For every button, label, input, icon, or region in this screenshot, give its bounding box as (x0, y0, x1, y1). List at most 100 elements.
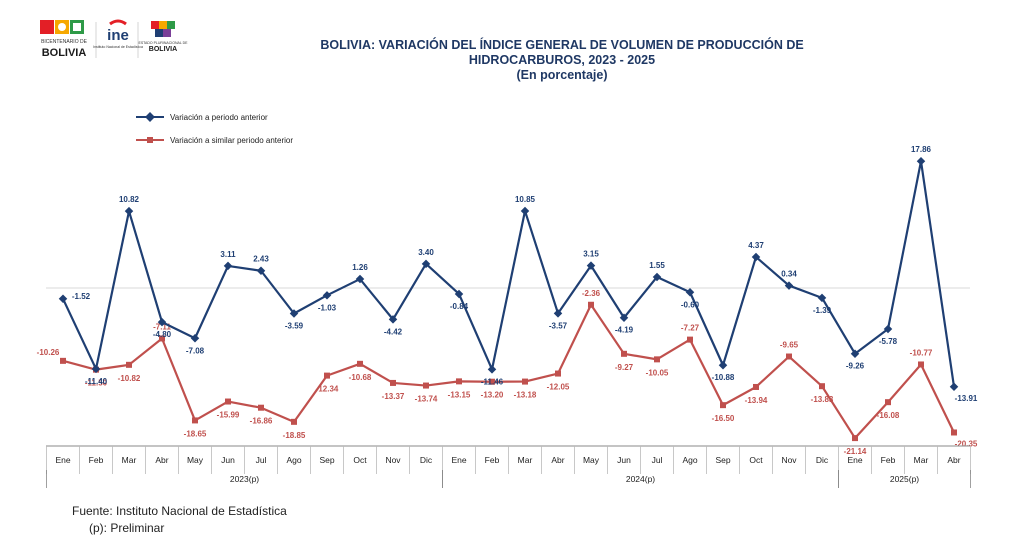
series-1-data-label: 0.34 (781, 270, 797, 279)
x-tick-label: Nov (781, 455, 797, 465)
series-2-point (324, 372, 330, 379)
legend-diamond-icon (145, 112, 155, 122)
series-similar-periodo: -10.26 -11.50 -10.82 -7.11 -18.65 -15.99 -16.8… (37, 289, 978, 456)
series-2-data-label: -2.36 (582, 289, 601, 298)
x-tick-label: Abr (155, 455, 168, 465)
series-1-point (685, 288, 695, 297)
x-tick-label: Ene (55, 455, 70, 465)
series-1-data-label: 4.37 (748, 241, 764, 250)
x-tick-label: Feb (881, 455, 896, 465)
x-tick-label: Feb (485, 455, 500, 465)
series-1-point (223, 261, 233, 271)
x-tick-label: Jun (617, 455, 631, 465)
series-1-point (454, 289, 464, 299)
series-2-point (588, 301, 594, 308)
estado-bolivia-wordmark: BOLIVIA (149, 46, 177, 53)
series-1-data-label: -0.60 (681, 300, 700, 309)
x-tick-label: May (187, 455, 204, 465)
series-1-data-label: -9.26 (846, 362, 865, 371)
x-tick-label: Abr (947, 455, 960, 465)
x-tick-label: Ago (682, 455, 697, 465)
series-1-data-label: -4.80 (153, 330, 172, 339)
series-2-point (225, 398, 231, 405)
bolivia-wordmark: BOLIVIA (42, 47, 87, 59)
legend-label-series-1: Variación a periodo anterior (170, 113, 268, 122)
year-group-label: 2024(p) (626, 474, 655, 484)
legend-square-icon (147, 137, 153, 143)
series-1-data-label: -4.42 (384, 327, 403, 336)
series-2-point (159, 335, 165, 342)
series-2-point (753, 383, 759, 390)
series-1-point (883, 324, 893, 334)
series-2-data-label: -13.20 (481, 391, 504, 400)
x-tick-label: Sep (715, 455, 730, 465)
series-2-data-label: -21.14 (844, 447, 867, 456)
series-2-data-label: -10.77 (910, 348, 933, 357)
year-group-label: 2025(p) (890, 474, 919, 484)
series-1-data-label: -7.08 (186, 346, 205, 355)
x-tick-label: Jul (652, 455, 663, 465)
x-tick-label: Sep (319, 455, 334, 465)
series-2-point (621, 350, 627, 357)
series-2-point (291, 418, 297, 425)
chart-title-line-1: BOLIVIA: VARIACIÓN DEL ÍNDICE GENERAL DE… (320, 38, 804, 52)
ine-caption: Instituto Nacional de Estadística (93, 45, 143, 49)
series-2-point (126, 361, 132, 368)
series-1-point (949, 382, 959, 392)
series-1-data-label: -11.46 (481, 377, 504, 386)
series-2-point (357, 360, 363, 367)
x-tick-label: Mar (914, 455, 929, 465)
series-2-data-label: -20.35 (955, 439, 978, 448)
x-tick-label: May (583, 455, 600, 465)
legend-item-series-2: Variación a similar periodo anterior (136, 136, 293, 145)
estado-caption: ESTADO PLURINACIONAL DE (138, 41, 188, 45)
logos-group: BICENTENARIO DE BOLIVIA ine Instituto Na… (40, 19, 188, 59)
series-2-data-label: -9.65 (780, 341, 799, 350)
series-1-point (322, 291, 332, 300)
series-2-point (885, 399, 891, 406)
series-1-data-label: -4.19 (615, 326, 634, 335)
legend-item-series-1: Variación a periodo anterior (136, 112, 268, 122)
series-1-data-label: 10.85 (515, 195, 536, 204)
ine-wordmark: ine (107, 27, 129, 44)
series-2-point (390, 379, 396, 386)
x-tick-label: Oct (353, 455, 367, 465)
series-2-point (192, 417, 198, 424)
series-1-data-label: -0.84 (450, 302, 469, 311)
series-2-data-label: -13.15 (448, 390, 471, 399)
series-2-data-label: -13.94 (745, 396, 768, 405)
series-2-data-label: -12.34 (316, 385, 339, 394)
series-2-data-label: -13.18 (514, 391, 537, 400)
series-2-point (720, 402, 726, 409)
series-2-data-label: -12.05 (547, 383, 570, 392)
series-2-point (786, 353, 792, 360)
bicentenario-caption: BICENTENARIO DE (41, 39, 88, 45)
series-1-point (256, 266, 266, 275)
source-note: Fuente: Instituto Nacional de Estadístic… (72, 503, 287, 537)
x-tick-label: Oct (749, 455, 763, 465)
series-2-data-label: -13.74 (415, 395, 438, 404)
series-1-point (91, 364, 101, 374)
ine-logo: ine Instituto Nacional de Estadística (93, 19, 143, 49)
x-tick-label: Abr (551, 455, 564, 465)
series-2-point (522, 378, 528, 385)
series-1-point (784, 281, 794, 290)
x-tick-label: Dic (816, 455, 829, 465)
chart-title-block: BOLIVIA: VARIACIÓN DEL ÍNDICE GENERAL DE… (300, 38, 824, 83)
series-2-point (60, 357, 66, 364)
series-1-data-label: 3.15 (583, 250, 599, 259)
source-line: Fuente: Instituto Nacional de Estadístic… (72, 504, 287, 518)
series-2-data-label: -10.82 (118, 374, 141, 383)
series-1-point (850, 349, 860, 358)
chart-subtitle: (En porcentaje) (516, 68, 608, 82)
series-1-data-label: -3.57 (549, 321, 568, 330)
series-1-point (553, 309, 563, 318)
series-1-data-label: 1.26 (352, 263, 368, 272)
x-tick-label: Mar (122, 455, 137, 465)
bicentenario-logo: BICENTENARIO DE BOLIVIA (40, 20, 88, 59)
series-2-data-label: -16.08 (877, 411, 900, 420)
series-1-data-label: -10.88 (712, 373, 735, 382)
x-tick-label: Nov (385, 455, 401, 465)
series-2-data-label: -7.11 (153, 322, 171, 331)
